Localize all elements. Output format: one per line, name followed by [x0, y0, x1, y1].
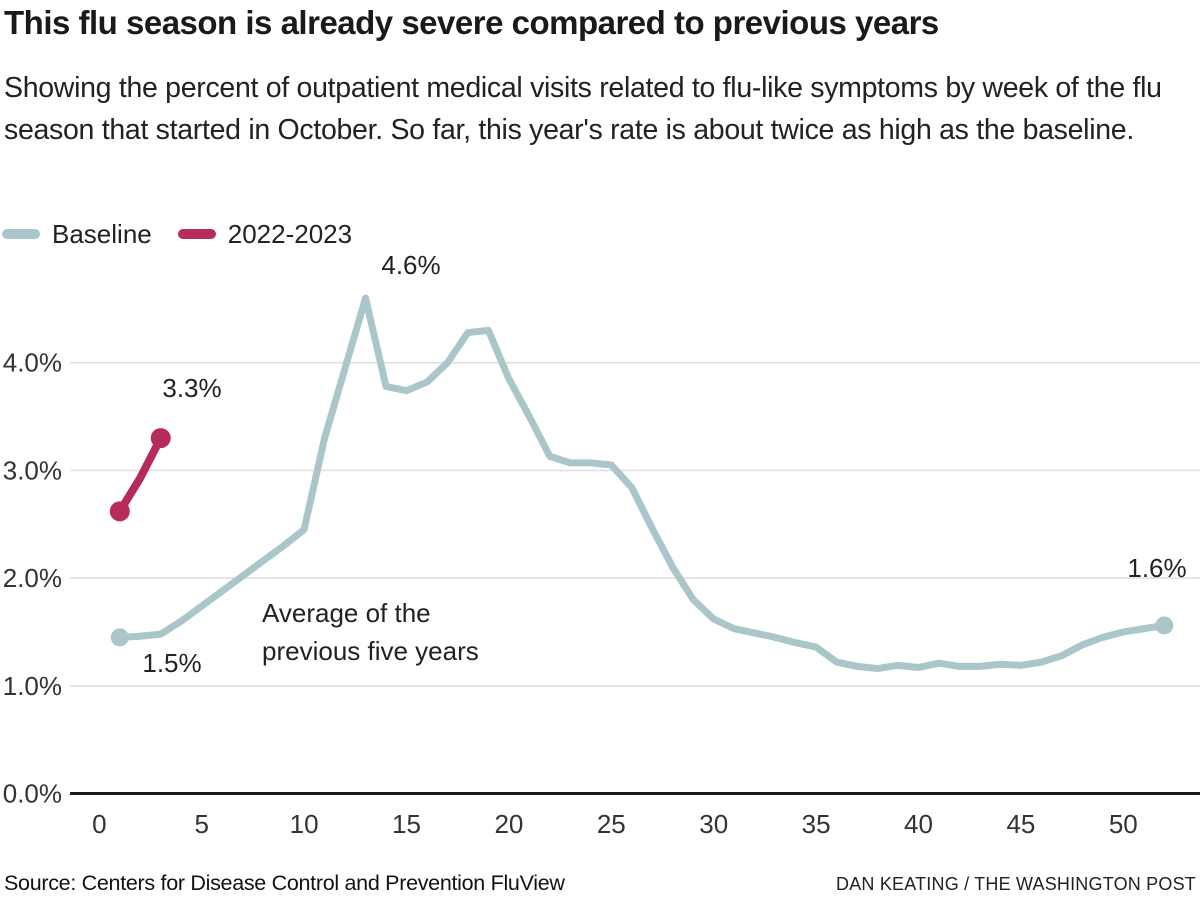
source-note: Source: Centers for Disease Control and …: [4, 871, 565, 895]
line-chart: 0.0% 1.0% 2.0% 3.0% 4.0% 0 5 10 15 20 25 30 35 40 45 50…: [0, 250, 1200, 850]
x-tick-label: 0: [92, 809, 106, 839]
x-tick-label: 30: [699, 809, 728, 839]
x-tick-label: 10: [290, 809, 319, 839]
legend-label-2022-2023: 2022-2023: [227, 218, 353, 249]
chart-annotation: Average of the: [262, 598, 431, 628]
chart-annotation: previous five years: [262, 636, 479, 666]
y-tick-label: 4.0%: [3, 348, 62, 378]
season-swatch-icon: [177, 229, 216, 239]
chart-subtitle: Showing the percent of outpatient medica…: [4, 72, 1162, 146]
series-endpoint-dot: [110, 628, 129, 647]
page-title: This flu season is already severe compar…: [4, 4, 939, 41]
chart-annotation: 3.3%: [162, 373, 221, 403]
x-tick-label: 5: [194, 809, 208, 839]
x-tick-label: 15: [392, 809, 421, 839]
flu-line-chart-svg: 0.0% 1.0% 2.0% 3.0% 4.0% 0 5 10 15 20 25 30 35 40 45 50…: [3, 250, 1200, 839]
chart-annotation: 1.5%: [142, 648, 201, 678]
x-tick-label: 20: [494, 809, 523, 839]
byline-credit: DAN KEATING / THE WASHINGTON POST: [836, 874, 1196, 894]
y-tick-label: 2.0%: [3, 563, 62, 593]
chart-annotation: 1.6%: [1127, 553, 1186, 583]
x-tick-label: 40: [904, 809, 933, 839]
y-tick-label: 3.0%: [3, 455, 62, 485]
x-tick-label: 50: [1109, 809, 1138, 839]
series-endpoint-dot: [109, 501, 130, 522]
legend-item-baseline: Baseline: [2, 219, 152, 250]
x-tick-label: 45: [1006, 809, 1035, 839]
series-line-2022-2023: [115, 434, 165, 516]
x-tick-label: 35: [802, 809, 831, 839]
chart-legend: Baseline 2022-2023: [2, 219, 352, 249]
legend-item-2022-2023: 2022-2023: [177, 218, 353, 250]
series-line-baseline: [116, 294, 1168, 673]
series-endpoint-dot: [150, 428, 171, 449]
x-tick-label: 25: [597, 809, 626, 839]
chart-annotation: 4.6%: [381, 250, 440, 280]
legend-label-baseline: Baseline: [52, 218, 152, 249]
series-endpoint-dot: [1155, 616, 1174, 635]
y-tick-label: 0.0%: [3, 779, 62, 809]
baseline-swatch-icon: [2, 229, 40, 239]
y-tick-label: 1.0%: [3, 671, 62, 701]
